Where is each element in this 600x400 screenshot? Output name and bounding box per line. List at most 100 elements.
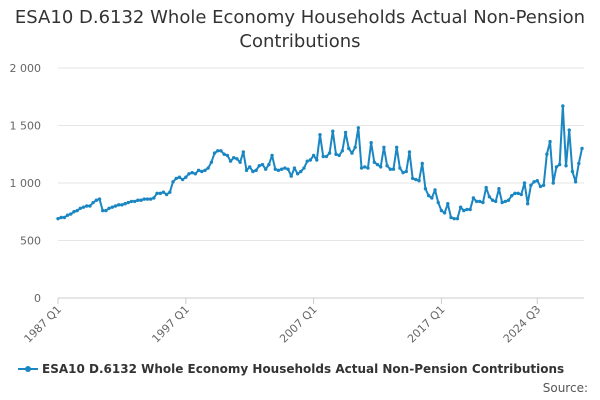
data-point xyxy=(573,180,578,184)
data-point xyxy=(174,176,178,181)
y-tick-label: 2 000 xyxy=(10,62,42,75)
data-point xyxy=(85,204,89,208)
data-point xyxy=(177,175,182,179)
data-point xyxy=(487,195,492,199)
data-point xyxy=(538,184,543,189)
data-point xyxy=(56,216,60,221)
data-point xyxy=(168,190,172,194)
data-point xyxy=(414,177,418,182)
data-point xyxy=(465,207,469,212)
data-point xyxy=(426,193,431,198)
data-point xyxy=(225,153,230,158)
data-point xyxy=(468,207,472,212)
data-point xyxy=(570,169,575,174)
data-point xyxy=(241,150,246,154)
data-point xyxy=(142,197,146,201)
data-point xyxy=(184,175,188,179)
data-point xyxy=(279,167,284,171)
data-point xyxy=(187,172,191,176)
data-point xyxy=(222,152,226,156)
data-point xyxy=(347,146,351,151)
data-point xyxy=(506,198,511,202)
data-point xyxy=(216,149,220,153)
data-point xyxy=(81,205,86,209)
data-point xyxy=(206,166,210,170)
data-point xyxy=(331,129,335,133)
data-point xyxy=(190,170,194,175)
data-point xyxy=(318,133,322,137)
data-point xyxy=(305,159,309,163)
data-point xyxy=(315,158,319,162)
data-point xyxy=(564,164,568,168)
data-point xyxy=(110,205,115,209)
data-point xyxy=(497,187,501,191)
source-label: Source: xyxy=(542,381,588,395)
data-point xyxy=(561,104,565,108)
data-point xyxy=(522,181,527,185)
data-point xyxy=(65,213,70,217)
y-tick-label: 500 xyxy=(20,235,41,248)
data-point xyxy=(299,169,303,174)
data-point xyxy=(113,204,118,208)
data-point xyxy=(442,211,447,215)
data-point xyxy=(398,166,402,170)
data-point xyxy=(75,208,79,213)
data-point xyxy=(308,158,313,162)
data-point xyxy=(155,191,159,196)
data-point xyxy=(126,200,130,205)
y-tick-label: 0 xyxy=(34,292,41,305)
data-point xyxy=(580,146,584,151)
data-point xyxy=(490,198,495,202)
data-point xyxy=(324,154,329,159)
data-point xyxy=(251,169,255,174)
data-point xyxy=(417,179,421,183)
data-point xyxy=(97,197,102,201)
data-point xyxy=(423,187,428,191)
data-point xyxy=(343,130,348,135)
data-point xyxy=(462,208,466,213)
data-point xyxy=(577,161,581,166)
data-point xyxy=(471,196,476,200)
data-point xyxy=(353,145,357,150)
data-point xyxy=(88,204,92,208)
data-point xyxy=(193,172,198,176)
data-point xyxy=(567,128,571,132)
legend[interactable]: ESA10 D.6132 Whole Economy Households Ac… xyxy=(18,362,564,376)
data-point xyxy=(94,198,99,202)
data-point xyxy=(356,126,361,130)
data-point xyxy=(107,206,111,210)
data-point xyxy=(260,162,265,167)
y-tick-label: 1 500 xyxy=(10,120,42,133)
data-point xyxy=(295,172,300,176)
data-point xyxy=(101,208,105,213)
data-point xyxy=(404,169,408,174)
data-point xyxy=(254,168,258,173)
data-point xyxy=(388,167,392,171)
data-point xyxy=(481,200,485,205)
data-point xyxy=(452,216,456,221)
data-point xyxy=(171,180,175,184)
legend-line-marker-icon xyxy=(18,363,38,375)
data-point xyxy=(557,162,562,167)
data-point xyxy=(129,199,134,204)
data-point xyxy=(145,197,150,201)
data-point xyxy=(513,191,517,196)
data-point xyxy=(420,161,424,166)
data-point xyxy=(238,160,242,164)
data-point xyxy=(270,153,274,158)
data-point xyxy=(369,141,373,145)
data-point xyxy=(407,150,412,154)
data-point xyxy=(136,198,140,202)
data-point xyxy=(503,199,508,204)
data-point xyxy=(535,179,539,183)
data-point xyxy=(91,200,95,205)
data-point xyxy=(379,165,383,169)
data-point xyxy=(148,197,153,201)
data-point xyxy=(321,154,325,159)
data-point xyxy=(219,149,223,153)
data-point xyxy=(478,199,482,204)
data-point xyxy=(276,168,281,173)
data-point xyxy=(267,162,271,167)
data-point xyxy=(263,167,268,171)
data-point xyxy=(139,198,143,202)
